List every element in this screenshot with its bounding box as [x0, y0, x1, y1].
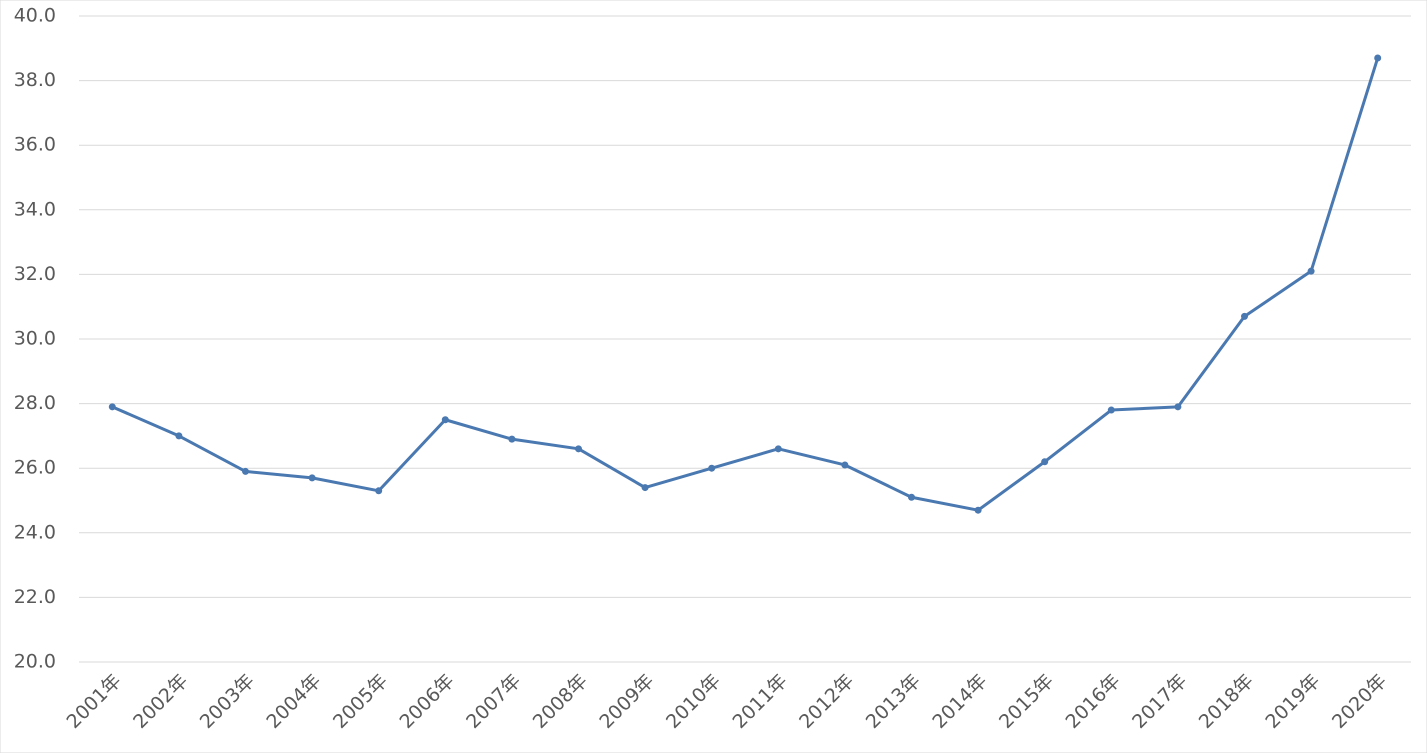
point: [1041, 458, 1049, 466]
point: [908, 493, 915, 501]
point: [841, 461, 849, 469]
point: [308, 474, 316, 482]
point: [1307, 267, 1315, 275]
point: [175, 432, 183, 440]
point: [108, 403, 116, 411]
y-tick-label: 40.0: [14, 5, 56, 27]
point: [242, 467, 249, 475]
y-tick-label: 36.0: [14, 134, 56, 156]
y-tick-label: 28.0: [14, 392, 56, 414]
point: [708, 464, 716, 472]
point: [1374, 54, 1382, 62]
point: [641, 484, 649, 492]
point: [1174, 403, 1182, 411]
point: [575, 445, 582, 453]
line: [111, 57, 1380, 512]
y-tick-label: 38.0: [14, 69, 56, 91]
point: [375, 487, 383, 495]
point: [1107, 406, 1115, 414]
y-tick-label: 22.0: [14, 586, 56, 608]
y-tick-label: 20.0: [14, 651, 56, 673]
point: [774, 445, 782, 453]
point: [508, 435, 516, 443]
y-tick-label: 30.0: [14, 328, 56, 350]
y-tick-label: 34.0: [14, 198, 56, 220]
point: [1241, 312, 1248, 320]
y-tick-label: 32.0: [14, 263, 56, 285]
y-tick-label: 26.0: [14, 457, 56, 479]
y-tick-label: 24.0: [14, 521, 56, 543]
point: [441, 416, 449, 424]
point: [974, 506, 982, 514]
